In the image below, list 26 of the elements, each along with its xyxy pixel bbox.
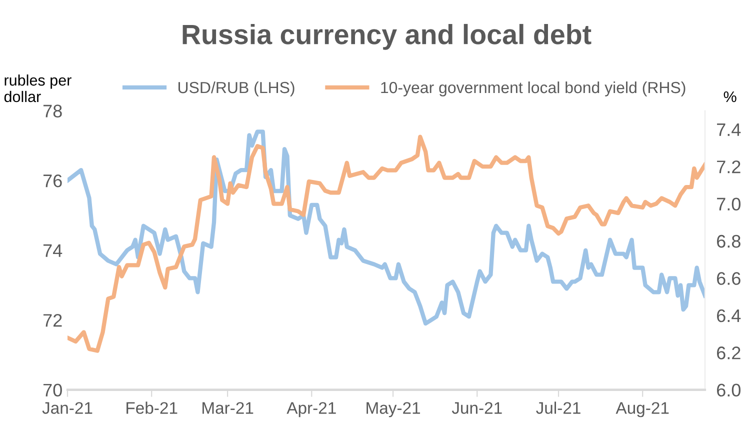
y-tick-label: 74 xyxy=(43,244,62,257)
y-tick-label: 72 xyxy=(43,314,62,327)
y2-tick-label: 7.0 xyxy=(717,198,741,210)
chart-title: Russia currency and local debt xyxy=(182,24,592,50)
x-tick-label: Jan-21 xyxy=(42,402,92,414)
y2-tick-label: 6.0 xyxy=(717,384,741,397)
y2-tick-label: 6.4 xyxy=(717,309,741,322)
x-tick-label: May-21 xyxy=(366,402,420,418)
x-tick-label: Aug-21 xyxy=(616,402,669,418)
y2-tick-label: 6.6 xyxy=(717,272,740,285)
y2-tick-label: 7.2 xyxy=(717,160,740,174)
y2-tick-label: 6.8 xyxy=(717,234,740,248)
x-tick-label: Apr-21 xyxy=(286,402,336,418)
legend-label: 10-year government local bond yield (RHS) xyxy=(381,81,686,96)
x-tick-label: Mar-21 xyxy=(202,402,254,414)
y-axis-title: rubles per dollar xyxy=(4,74,72,102)
y2-axis-title: % xyxy=(724,91,736,102)
y-tick-label: 78 xyxy=(43,104,62,118)
y2-tick-label: 6.2 xyxy=(717,346,740,360)
x-tick-label: Jul-21 xyxy=(536,402,580,414)
x-tick-label: Feb-21 xyxy=(126,402,178,414)
y2-tick-label: 7.4 xyxy=(717,123,741,136)
x-tick-label: Jun-21 xyxy=(452,402,502,414)
y-tick-label: 76 xyxy=(43,174,62,188)
y-tick-label: 70 xyxy=(43,384,62,397)
legend-label: USD/RUB (LHS) xyxy=(178,81,294,96)
